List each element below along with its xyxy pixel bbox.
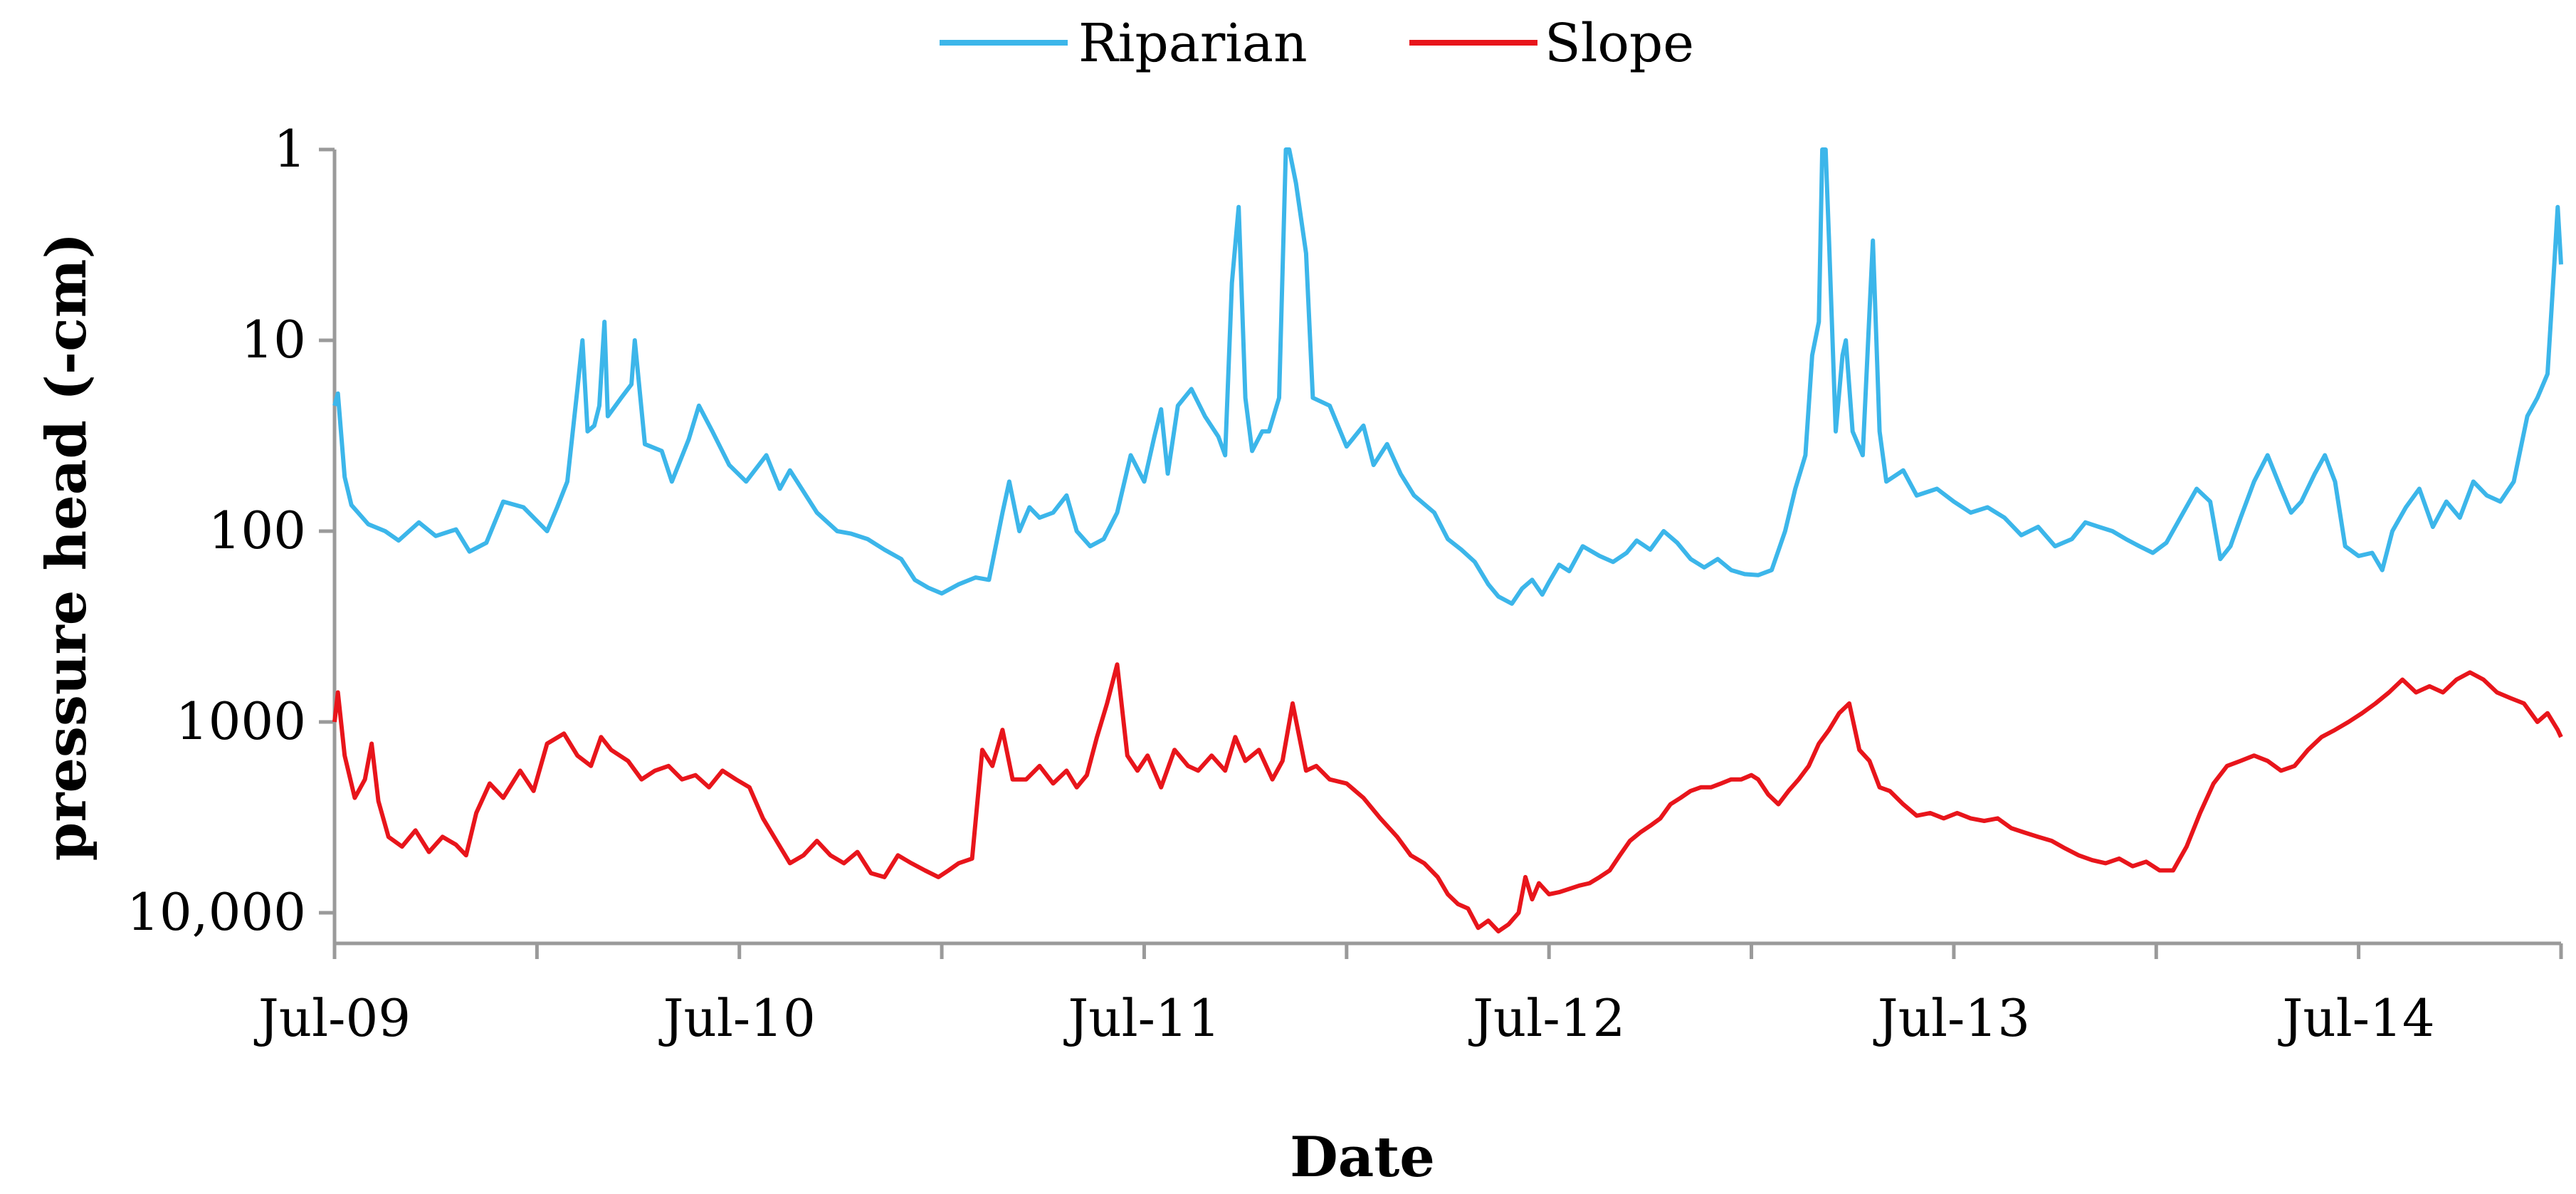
y-tick-label: 100 xyxy=(209,501,306,560)
x-axis-title: Date xyxy=(1290,1125,1435,1190)
series-line-slope xyxy=(332,662,2563,933)
series-group xyxy=(332,147,2563,933)
y-tick-label: 10 xyxy=(241,310,306,370)
series-line-riparian xyxy=(332,147,2563,606)
x-tick-label: Jul-10 xyxy=(658,988,816,1048)
x-ticks: Jul-09 Jul-10 Jul-11 Jul-12 Jul-13 Jul-14 xyxy=(253,943,2563,1048)
y-tick-label: 1 xyxy=(273,119,306,179)
y-axis-title: pressure head (-cm) xyxy=(34,233,99,861)
x-tick-label: Jul-11 xyxy=(1063,988,1220,1048)
x-tick-label: Jul-14 xyxy=(2278,988,2435,1048)
legend-label-riparian: Riparian xyxy=(1078,13,1308,74)
x-tick-label: Jul-13 xyxy=(1873,988,2030,1048)
x-tick-label: Jul-09 xyxy=(253,988,411,1048)
x-tick-label: Jul-12 xyxy=(1468,988,1625,1048)
y-tick-label: 10,000 xyxy=(127,882,306,942)
legend: Riparian Slope xyxy=(940,13,1694,74)
y-ticks: 1 10 100 1000 10,000 xyxy=(127,119,335,942)
y-tick-label: 1000 xyxy=(176,691,306,751)
legend-label-slope: Slope xyxy=(1545,13,1694,74)
